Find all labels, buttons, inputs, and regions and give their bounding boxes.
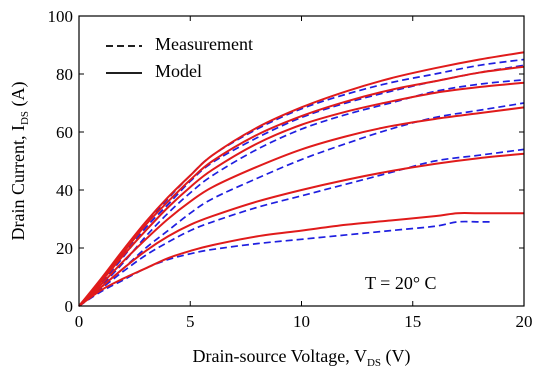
y-axis-label-unit: (A) [8,81,29,111]
legend-label-measurement: Measurement [155,34,253,54]
y-axis-label-sub: DS [19,111,31,125]
y-tick-label: 20 [56,239,73,258]
x-axis-ticks: 0 5 10 15 20 [75,16,533,331]
legend-label-model: Model [155,61,202,81]
x-axis-label-unit: (V) [381,346,411,367]
y-tick-label: 0 [65,297,74,316]
measurement-curve [78,78,525,307]
measurement-curve [78,148,525,307]
model-curve [78,65,525,307]
series-layer [78,51,525,307]
x-tick-label: 0 [75,312,84,331]
y-axis-label: Drain Current, IDS (A) [8,81,31,240]
x-tick-label: 20 [516,312,533,331]
temperature-annotation: T = 20° C [365,273,437,293]
legend: Measurement Model [106,34,253,81]
x-axis-label-main: Drain-source Voltage, V [192,346,366,366]
model-curve [78,106,525,307]
model-curve [78,211,524,307]
y-tick-label: 100 [48,7,74,26]
x-axis-label-sub: DS [367,357,381,369]
y-tick-label: 40 [56,181,73,200]
x-tick-label: 10 [293,312,310,331]
y-axis-ticks: 0 20 40 60 80 100 [48,7,524,316]
x-tick-label: 15 [404,312,421,331]
model-curve [78,81,525,307]
model-curve [78,152,525,307]
x-axis-label: Drain-source Voltage, VDS (V) [192,346,410,369]
y-tick-label: 80 [56,65,73,84]
y-tick-label: 60 [56,123,73,142]
model-curve [78,51,525,307]
x-tick-label: 5 [186,312,195,331]
y-axis-label-main: Drain Current, I [8,125,28,240]
